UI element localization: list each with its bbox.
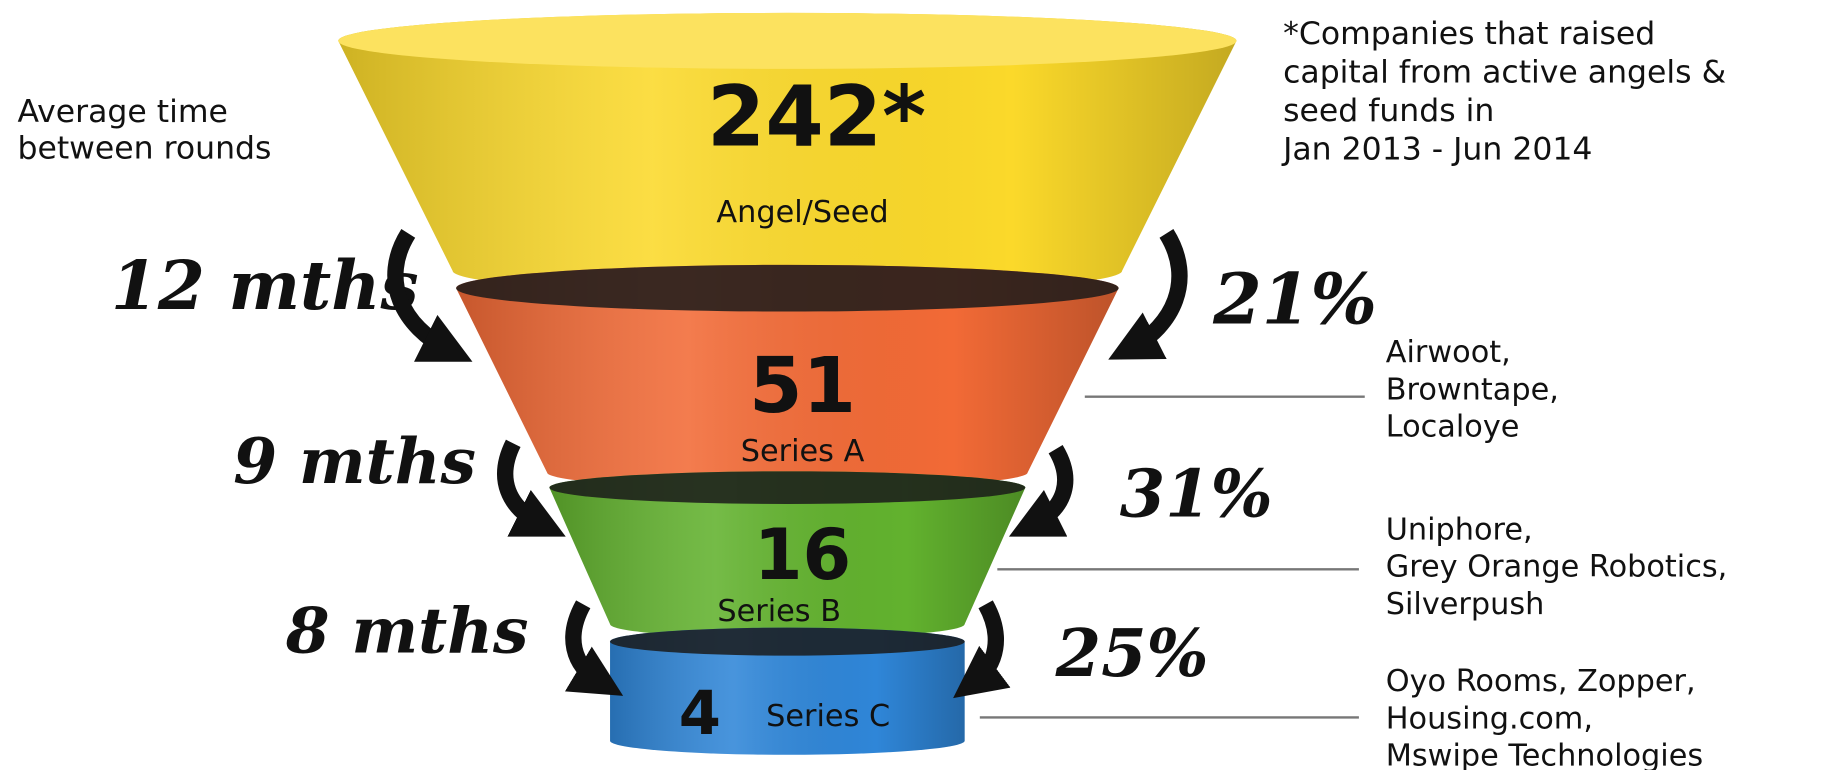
segment-rim bbox=[338, 13, 1236, 69]
stage-name: Series C bbox=[766, 699, 890, 734]
round-time: 12 mths bbox=[111, 245, 419, 325]
company-name: Uniphore, bbox=[1386, 512, 1533, 547]
segment-top bbox=[610, 628, 965, 656]
left-caption: Average time bbox=[17, 94, 227, 130]
segment-top bbox=[456, 265, 1119, 312]
company-name: Airwoot, bbox=[1386, 335, 1511, 370]
stage-value: 242* bbox=[707, 67, 926, 165]
company-name: Browntape, bbox=[1386, 372, 1559, 407]
round-time: 8 mths bbox=[285, 593, 529, 667]
arrow bbox=[1032, 449, 1065, 525]
company-name: Oyo Rooms, Zopper, bbox=[1386, 664, 1696, 699]
note: *Companies that raised bbox=[1283, 16, 1655, 52]
conversion-rate: 21% bbox=[1212, 258, 1377, 341]
arrow bbox=[974, 604, 996, 682]
round-time: 9 mths bbox=[233, 424, 476, 498]
conversion-rate: 25% bbox=[1055, 616, 1209, 692]
note: capital from active angels & bbox=[1283, 55, 1726, 91]
stage-name: Angel/Seed bbox=[716, 195, 888, 230]
stage-name: Series B bbox=[717, 594, 841, 629]
arrow bbox=[505, 443, 542, 525]
stage-value: 16 bbox=[754, 514, 851, 596]
company-name: Silverpush bbox=[1386, 587, 1545, 622]
note: seed funds in bbox=[1283, 93, 1494, 129]
stage-value: 51 bbox=[749, 342, 856, 431]
company-name: Mswipe Technologies bbox=[1386, 739, 1703, 770]
company-name: Localoye bbox=[1386, 410, 1520, 445]
stage-value: 4 bbox=[679, 679, 721, 749]
left-caption: between rounds bbox=[17, 130, 271, 166]
stage-name: Series A bbox=[741, 434, 865, 469]
arrow bbox=[1131, 233, 1179, 347]
segment-top bbox=[549, 471, 1025, 504]
arrow bbox=[573, 604, 600, 682]
conversion-rate: 31% bbox=[1120, 456, 1273, 532]
arrow bbox=[395, 233, 449, 350]
infographic: 242* Angel/Seed 51Series A 16Series B 4 Serie… bbox=[0, 0, 1829, 770]
company-name: Housing.com, bbox=[1386, 701, 1593, 736]
company-name: Grey Orange Robotics, bbox=[1386, 550, 1728, 585]
note: Jan 2013 - Jun 2014 bbox=[1281, 132, 1592, 168]
